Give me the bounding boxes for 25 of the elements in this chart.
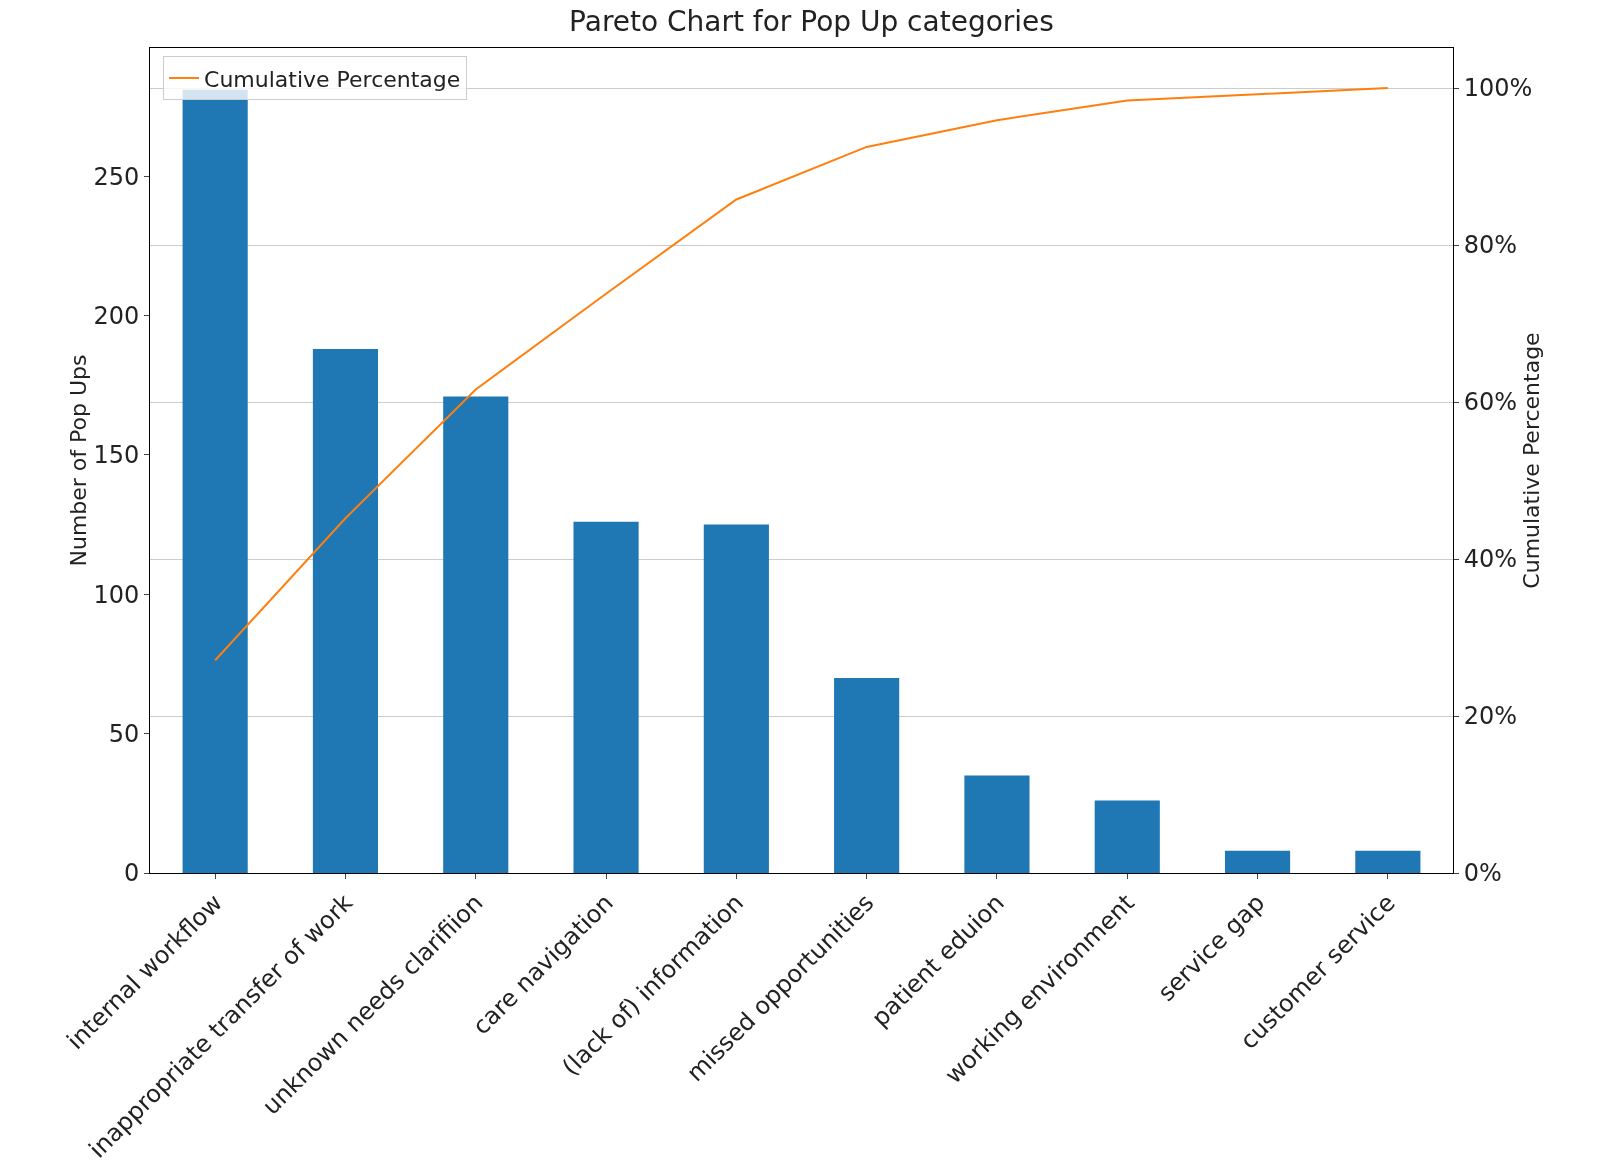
- bar: [312, 349, 379, 873]
- chart-title: Pareto Chart for Pop Up categories: [569, 5, 1054, 39]
- y2-tick-label: 40%: [1463, 545, 1518, 574]
- bar: [834, 677, 900, 873]
- bar: [573, 521, 639, 873]
- bar: [1094, 800, 1160, 873]
- y-tick-label: 150: [93, 441, 140, 470]
- y2-tick-label: 60%: [1463, 388, 1518, 417]
- y2-tick-label: 20%: [1463, 702, 1518, 731]
- bar: [964, 775, 1030, 873]
- y-tick-label: 250: [93, 162, 140, 191]
- y2-axis-title: Cumulative Percentage: [1519, 332, 1545, 589]
- legend-label: Cumulative Percentage: [204, 66, 461, 92]
- bar: [443, 396, 509, 873]
- y-tick-label: 0: [123, 859, 140, 888]
- y2-tick-label: 80%: [1463, 231, 1518, 260]
- bar: [703, 524, 769, 873]
- y-tick-label: 50: [108, 720, 140, 749]
- y-tick-label: 100: [93, 580, 140, 609]
- bar: [1355, 850, 1421, 873]
- y-axis-title: Number of Pop Ups: [66, 354, 92, 567]
- y2-tick-label: 0%: [1463, 859, 1502, 888]
- y2-tick-label: 100%: [1463, 74, 1533, 103]
- bar: [1224, 850, 1291, 873]
- y-tick-label: 200: [93, 301, 140, 330]
